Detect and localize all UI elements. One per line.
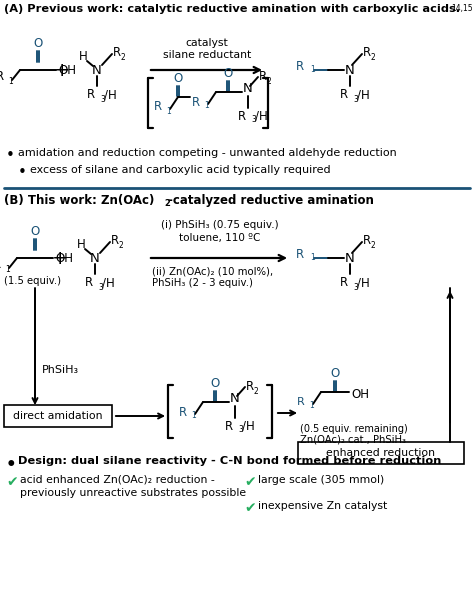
Text: 3: 3 (353, 283, 358, 292)
Text: previously unreactive substrates possible: previously unreactive substrates possibl… (20, 488, 246, 498)
Text: R: R (340, 89, 348, 101)
Text: •: • (6, 148, 15, 163)
Text: ✔: ✔ (244, 475, 255, 489)
Text: N: N (345, 252, 355, 265)
Text: 1: 1 (5, 265, 10, 274)
Text: O: O (210, 377, 219, 390)
Text: R: R (238, 110, 246, 123)
Text: R: R (179, 406, 187, 419)
Text: H: H (77, 238, 85, 252)
Text: •: • (6, 456, 17, 474)
Text: N: N (230, 392, 240, 406)
Text: 2: 2 (164, 199, 170, 208)
Text: 3: 3 (98, 283, 103, 292)
Text: R: R (113, 47, 121, 59)
Text: 2: 2 (267, 77, 272, 86)
Text: O: O (330, 367, 340, 380)
Text: /H: /H (255, 110, 268, 123)
Text: ✔: ✔ (244, 501, 255, 515)
Text: enhanced reduction: enhanced reduction (327, 448, 436, 458)
Text: R: R (296, 59, 304, 72)
Text: 1: 1 (166, 107, 171, 116)
Text: OH: OH (351, 388, 369, 401)
Text: R: R (297, 397, 305, 407)
Text: catalyst: catalyst (186, 38, 228, 48)
Text: R: R (363, 234, 371, 247)
Text: R: R (363, 47, 371, 59)
Text: amidation and reduction competing - unwanted aldehyde reduction: amidation and reduction competing - unwa… (18, 148, 397, 158)
Text: R: R (340, 277, 348, 289)
Text: /H: /H (357, 89, 370, 101)
Text: O: O (30, 225, 40, 238)
Text: large scale (305 mmol): large scale (305 mmol) (258, 475, 384, 485)
Text: R: R (87, 89, 95, 101)
Text: 1: 1 (310, 65, 315, 74)
Text: ✔: ✔ (6, 475, 18, 489)
Text: OH: OH (58, 65, 76, 77)
Text: R: R (192, 95, 200, 108)
Text: •: • (18, 165, 27, 180)
Text: O: O (33, 37, 43, 50)
Text: N: N (92, 63, 102, 77)
Text: OH: OH (55, 253, 73, 265)
Text: direct amidation: direct amidation (13, 411, 103, 421)
Text: 14,15: 14,15 (451, 4, 473, 13)
Text: R: R (85, 277, 93, 289)
Text: Zn(OAc)₂ cat., PhSiH₃: Zn(OAc)₂ cat., PhSiH₃ (300, 435, 406, 445)
Text: /H: /H (102, 277, 115, 289)
Text: N: N (345, 63, 355, 77)
Text: R: R (111, 234, 119, 247)
Text: 1: 1 (8, 77, 13, 86)
Text: +: + (52, 249, 68, 268)
Text: excess of silane and carboxylic acid typically required: excess of silane and carboxylic acid typ… (30, 165, 331, 175)
Text: (i) PhSiH₃ (0.75 equiv.): (i) PhSiH₃ (0.75 equiv.) (161, 220, 279, 230)
Text: acid enhanced Zn(OAc)₂ reduction -: acid enhanced Zn(OAc)₂ reduction - (20, 475, 215, 485)
Text: 3: 3 (238, 425, 243, 434)
Text: /H: /H (357, 277, 370, 289)
Text: 3: 3 (251, 116, 256, 125)
Text: R: R (0, 259, 1, 271)
Text: 2: 2 (371, 241, 376, 250)
Text: H: H (79, 50, 87, 63)
Bar (4, 405, 112, 427)
Text: -catalyzed reductive amination: -catalyzed reductive amination (168, 194, 374, 207)
Text: R: R (154, 101, 162, 113)
Text: Design: dual silane reactivity - C-N bond formed before reduction: Design: dual silane reactivity - C-N bon… (18, 456, 441, 466)
Text: 2: 2 (254, 386, 259, 395)
Text: (A) Previous work: catalytic reductive amination with carboxylic acids.: (A) Previous work: catalytic reductive a… (4, 4, 460, 14)
Bar (298, 442, 464, 464)
Text: O: O (223, 67, 233, 80)
Text: R: R (225, 419, 233, 432)
Text: (ii) Zn(OAc)₂ (10 mol%),: (ii) Zn(OAc)₂ (10 mol%), (152, 266, 273, 276)
Text: 1: 1 (191, 412, 196, 420)
Text: R: R (0, 71, 4, 83)
Text: /H: /H (242, 419, 255, 432)
Text: 1: 1 (310, 253, 315, 262)
Text: R: R (259, 69, 267, 83)
Text: (0.5 equiv. remaining): (0.5 equiv. remaining) (300, 424, 408, 434)
Text: 2: 2 (119, 241, 124, 250)
Text: +: + (54, 60, 70, 80)
Text: 3: 3 (100, 95, 105, 104)
Text: PhSiH₃ (2 - 3 equiv.): PhSiH₃ (2 - 3 equiv.) (152, 278, 253, 288)
Text: silane reductant: silane reductant (163, 50, 251, 60)
Text: (B) This work: Zn(OAc): (B) This work: Zn(OAc) (4, 194, 155, 207)
Text: PhSiH₃: PhSiH₃ (42, 365, 79, 375)
Text: R: R (246, 380, 254, 392)
Text: 1: 1 (204, 101, 209, 110)
Text: 2: 2 (371, 53, 376, 62)
Text: 1: 1 (309, 401, 314, 410)
Text: inexpensive Zn catalyst: inexpensive Zn catalyst (258, 501, 387, 511)
Text: R: R (296, 247, 304, 261)
Text: (1.5 equiv.): (1.5 equiv.) (4, 276, 61, 286)
Text: N: N (90, 252, 100, 265)
Text: 3: 3 (353, 95, 358, 104)
Text: /H: /H (104, 89, 117, 101)
Text: O: O (173, 72, 182, 85)
Text: toluene, 110 ºC: toluene, 110 ºC (179, 233, 261, 243)
Text: 2: 2 (121, 53, 126, 62)
Text: N: N (243, 83, 253, 95)
